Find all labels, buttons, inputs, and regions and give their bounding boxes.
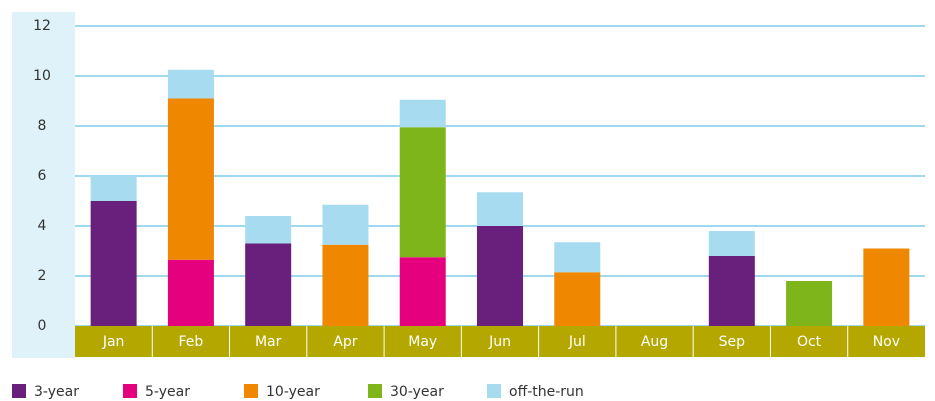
x-tick-label: Oct (797, 334, 822, 350)
x-tick-label: Nov (873, 334, 900, 350)
x-tick-label: Jun (488, 334, 511, 350)
y-tick-label: 0 (38, 318, 47, 334)
legend-swatch (368, 384, 382, 398)
x-tick-label: Aug (641, 334, 668, 350)
y-tick-label: 12 (33, 18, 51, 34)
bar-segment (863, 248, 910, 326)
bar-segment (399, 127, 446, 258)
bar-segment (90, 201, 137, 326)
bar-segment (245, 216, 292, 244)
legend-label: 10-year (266, 384, 320, 400)
bar-segment (322, 204, 369, 245)
y-tick-label: 10 (33, 68, 51, 84)
y-tick-label: 2 (38, 268, 47, 284)
bar-segment (167, 98, 214, 260)
legend-swatch (244, 384, 258, 398)
x-tick-label: Feb (179, 334, 204, 350)
x-tick-label: Apr (333, 334, 357, 350)
bar-segment (708, 231, 755, 256)
legend-label: 30-year (390, 384, 444, 400)
y-tick-label: 6 (38, 168, 47, 184)
legend-label: 3-year (34, 384, 79, 400)
y-tick-label: 8 (38, 118, 47, 134)
legend-swatch (12, 384, 26, 398)
x-tick-label: Mar (255, 334, 282, 350)
bar-segment (477, 226, 523, 326)
bar-segment (167, 69, 214, 99)
bar-segment (554, 272, 601, 326)
legend-swatch (123, 384, 137, 398)
bar-segment (90, 176, 137, 201)
x-tick-label: May (408, 334, 437, 350)
legend-label: 5-year (145, 384, 190, 400)
bar-segment (399, 99, 446, 128)
bar-segment (786, 281, 833, 326)
legend-label: off-the-run (509, 384, 584, 400)
bar-segment (554, 242, 601, 273)
category-band (75, 326, 925, 357)
y-tick-label: 4 (38, 218, 47, 234)
x-tick-label: Sep (719, 334, 746, 350)
axis-panel (12, 12, 75, 358)
bar-segment (708, 256, 755, 326)
bar-segment (245, 243, 292, 326)
legend-swatch (487, 384, 501, 398)
x-tick-label: Jan (102, 334, 125, 350)
bar-segment (477, 192, 523, 226)
x-tick-label: Jul (568, 334, 586, 350)
bar-segment (167, 259, 214, 326)
bar-segment (322, 244, 369, 326)
bar-segment (399, 257, 446, 326)
